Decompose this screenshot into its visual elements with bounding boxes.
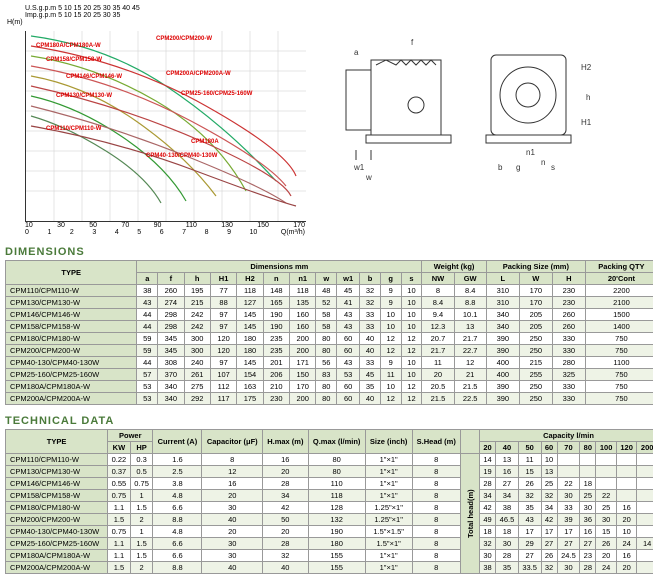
- table-row: CPM200A/CPM200A-W: [6, 562, 108, 574]
- svg-text:g: g: [516, 163, 520, 172]
- curve-label: CPM110/CPM110-W: [46, 126, 101, 132]
- curve-label: CPM130/CPM130-W: [56, 93, 112, 99]
- dimensions-table: TYPEDimensions mmWeight (kg)Packing Size…: [5, 260, 653, 405]
- table-row: CPM146/CPM146-W: [6, 309, 137, 321]
- axis-usgpm: U.S.g.p.m 5 10 15 20 25 30 35 40 45: [25, 5, 306, 12]
- svg-text:n1: n1: [526, 148, 535, 157]
- table-row: CPM200/CPM200-W: [6, 514, 108, 526]
- x-ticks-l: 1030507090110130150170: [25, 222, 305, 229]
- table-row: CPM40-130/CPM40-130W: [6, 357, 137, 369]
- curve-label: CPM25-160/CPM25-160W: [181, 91, 252, 97]
- table-row: CPM110/CPM110-W: [6, 454, 108, 466]
- svg-text:w1: w1: [353, 163, 365, 172]
- table-row: CPM130/CPM130-W: [6, 297, 137, 309]
- svg-text:H1: H1: [581, 118, 592, 127]
- curve-label: CPM180A: [191, 139, 219, 145]
- table-row: CPM180A/CPM180A-W: [6, 381, 137, 393]
- top-row: U.S.g.p.m 5 10 15 20 25 30 35 40 45 Imp.…: [5, 5, 653, 236]
- table-row: CPM200A/CPM200A-W: [6, 393, 137, 405]
- table-row: CPM146/CPM146-W: [6, 478, 108, 490]
- svg-text:f: f: [411, 38, 414, 47]
- axis-impgpm: Imp.g.p.m 5 10 15 20 25 30 35: [25, 12, 306, 19]
- svg-text:w: w: [365, 173, 372, 180]
- table-row: CPM180A/CPM180A-W: [6, 550, 108, 562]
- table-row: CPM110/CPM110-W: [6, 285, 137, 297]
- curve-label: CPM158/CPM158-W: [46, 57, 102, 63]
- curve-label: CPM180A/CPM180A-W: [36, 43, 101, 49]
- table-row: CPM180/CPM180-W: [6, 502, 108, 514]
- svg-text:a: a: [354, 48, 359, 57]
- curve-label: CPM200/CPM200-W: [156, 36, 212, 42]
- technical-title: TECHNICAL DATA: [5, 415, 653, 427]
- dimensions-title: DIMENSIONS: [5, 246, 653, 258]
- performance-chart: CPM180A/CPM180A-W CPM158/CPM158-W CPM146…: [25, 31, 306, 222]
- svg-text:s: s: [551, 163, 555, 172]
- dimension-diagram: a f w1w b g s n1 n H1 H2 h: [326, 5, 606, 185]
- table-row: CPM158/CPM158-W: [6, 321, 137, 333]
- technical-table: TYPEPowerCurrent (A)Capacitor (μF)H.max …: [5, 429, 653, 574]
- svg-text:b: b: [498, 163, 503, 172]
- table-row: CPM25-160/CPM25-160W: [6, 369, 137, 381]
- svg-text:h: h: [586, 93, 590, 102]
- svg-text:n: n: [541, 158, 545, 167]
- curve-label: CPM146/CPM146-W: [66, 74, 122, 80]
- y-label: H(m): [7, 19, 306, 26]
- chart-panel: U.S.g.p.m 5 10 15 20 25 30 35 40 45 Imp.…: [5, 5, 306, 236]
- table-row: CPM158/CPM158-W: [6, 490, 108, 502]
- table-row: CPM130/CPM130-W: [6, 466, 108, 478]
- table-row: CPM180/CPM180-W: [6, 333, 137, 345]
- curve-label: CPM40-130/CPM40-130W: [146, 153, 217, 159]
- svg-text:H2: H2: [581, 63, 592, 72]
- table-row: CPM200/CPM200-W: [6, 345, 137, 357]
- x-ticks-q: 012345678910Q(m³/h): [25, 229, 305, 236]
- curve-label: CPM200A/CPM200A-W: [166, 71, 231, 77]
- table-row: CPM40-130/CPM40-130W: [6, 526, 108, 538]
